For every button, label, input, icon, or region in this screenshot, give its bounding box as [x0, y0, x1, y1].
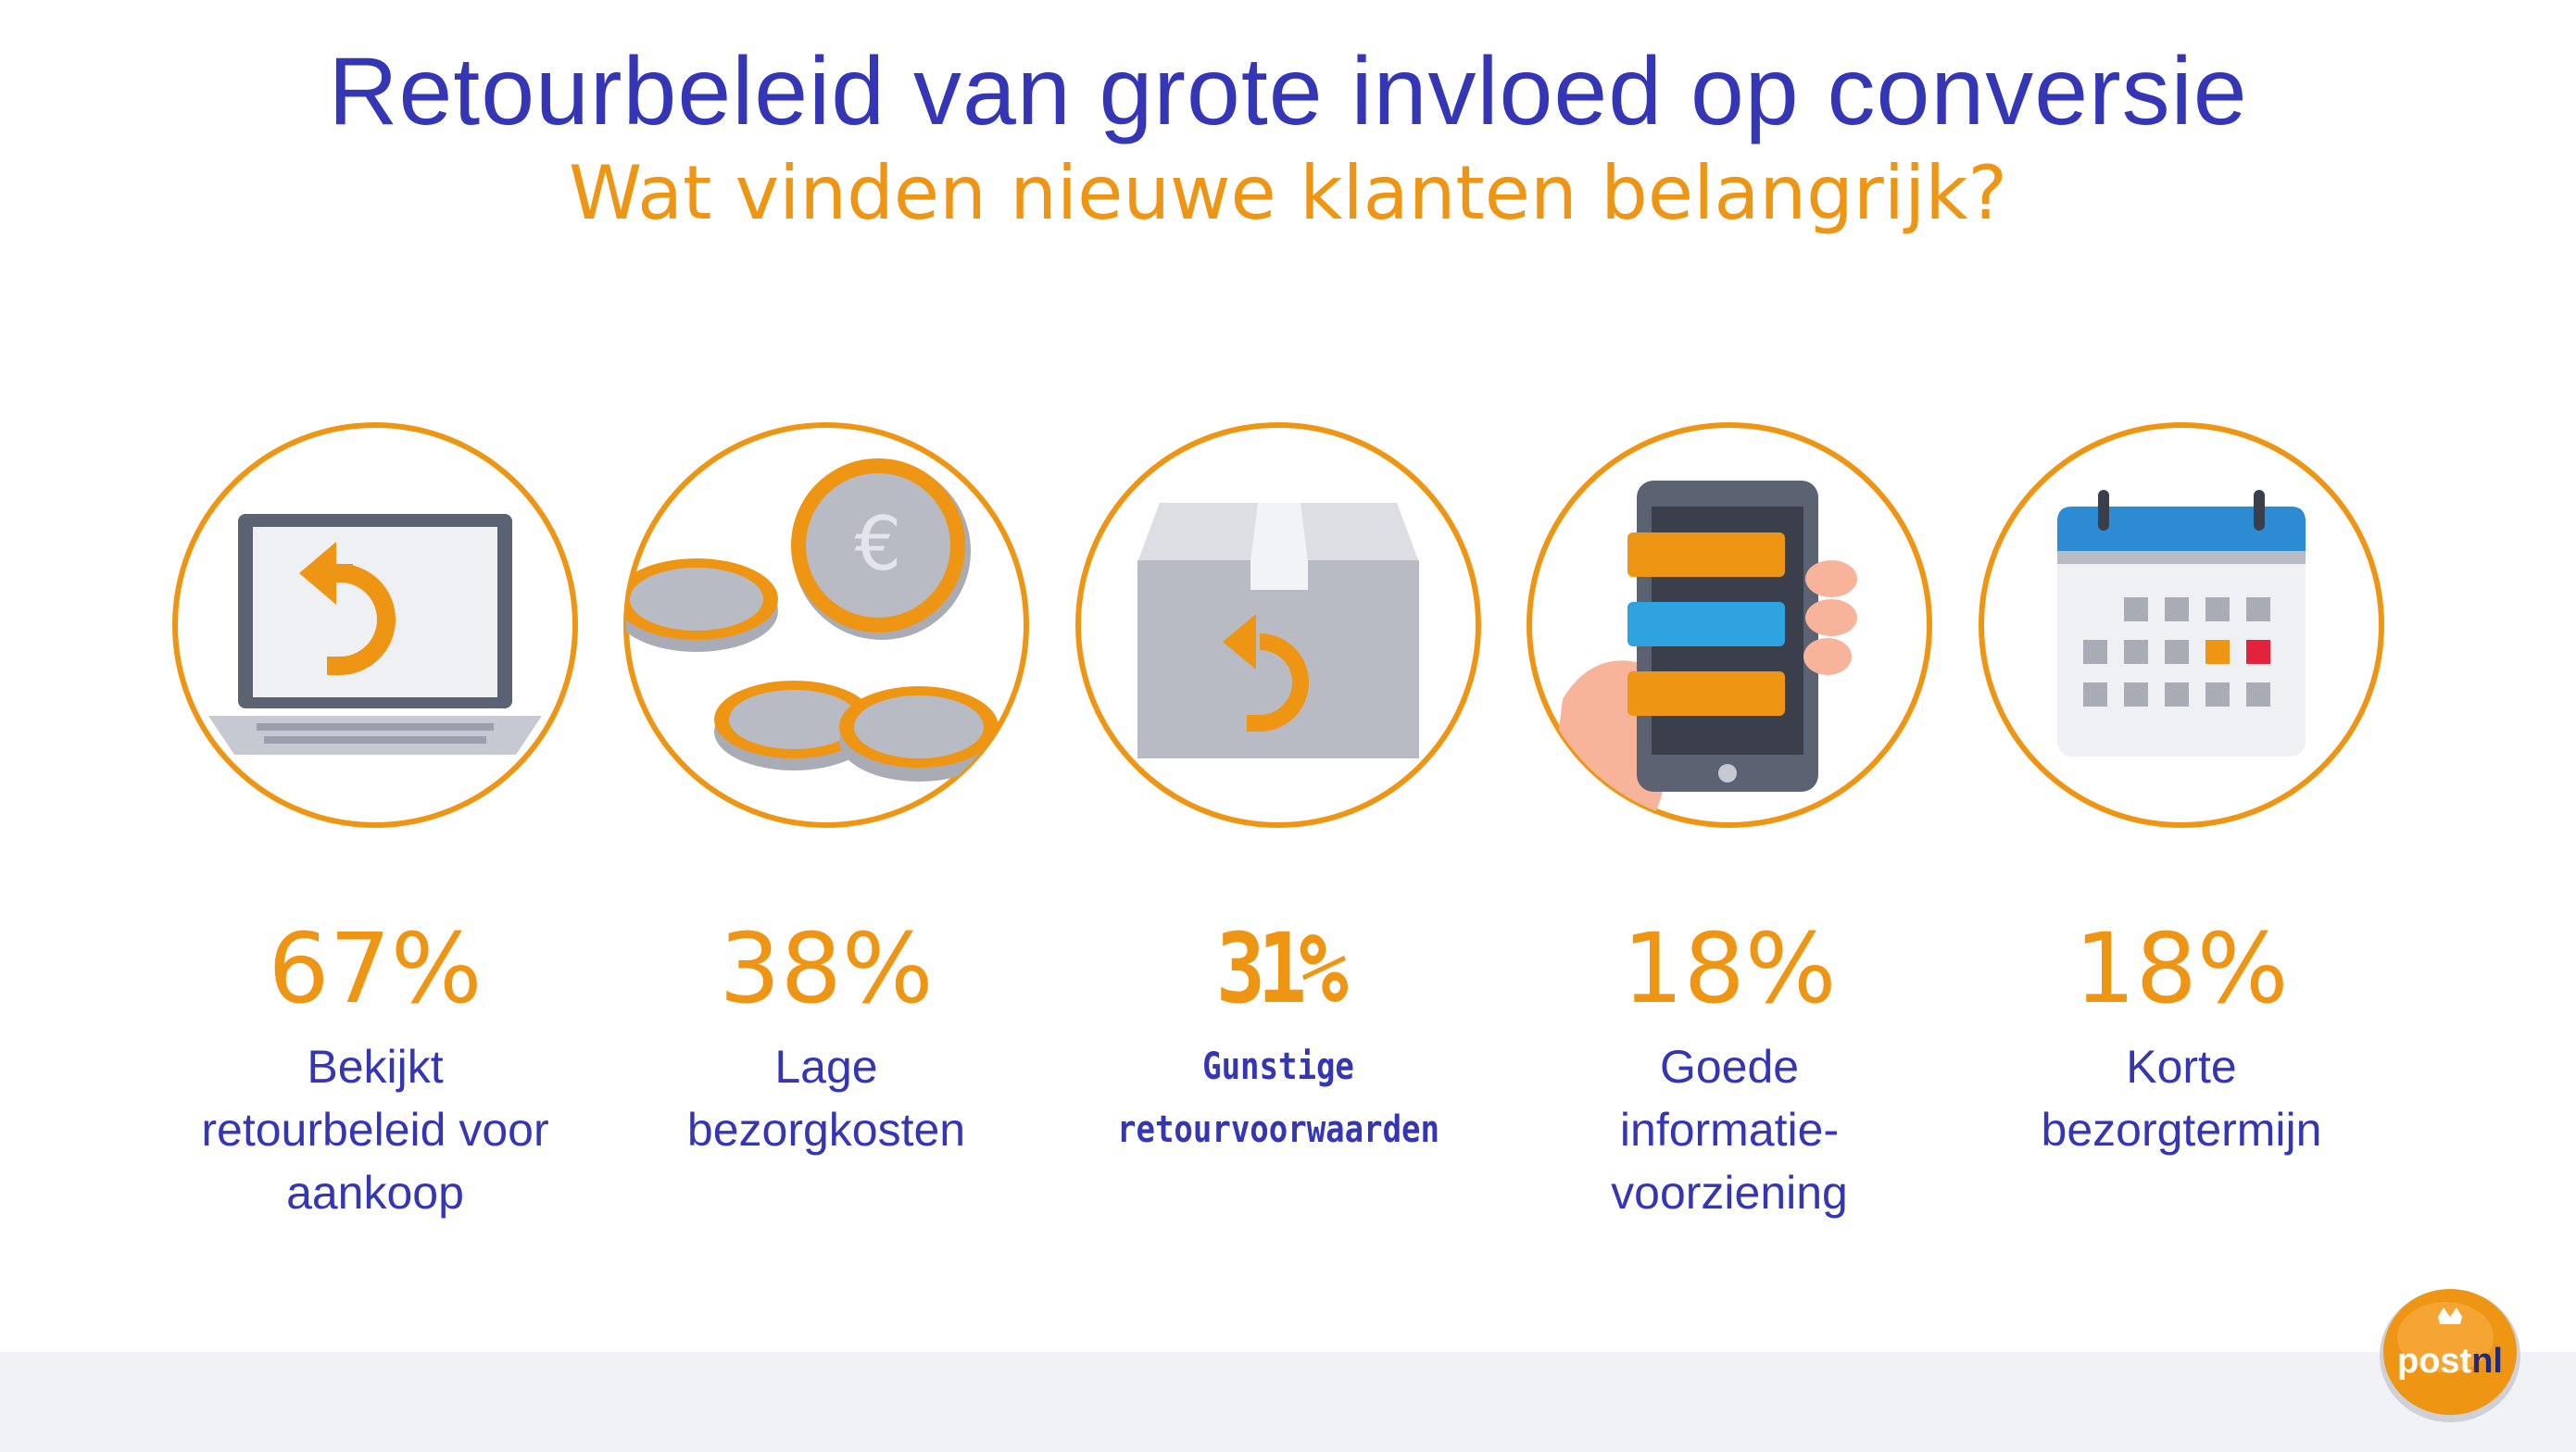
svg-text:postnl: postnl — [2397, 1342, 2503, 1381]
crown-icon — [2438, 1308, 2462, 1324]
logo-text-nl: nl — [2471, 1342, 2503, 1381]
postnl-logo: postnl — [2380, 1289, 2520, 1422]
logo-text-post: post — [2397, 1342, 2472, 1381]
stat-value-1: 67% — [268, 912, 483, 1025]
stat-label-1: Bekijkt retourbeleid voor aankoop — [144, 1035, 607, 1224]
stat-label-line: informatie- — [1619, 1104, 1840, 1156]
stat-label-line: retourvoorwaarden — [1117, 1108, 1439, 1151]
stat-label-4: Goede informatie- voorziening — [1498, 1035, 1961, 1224]
calendar-icon — [1979, 422, 2384, 828]
stat-value-5: 18% — [2074, 912, 2289, 1025]
smartphone-messages-icon — [1527, 422, 1932, 828]
page-title: Retourbeleid van grote invloed op conver… — [328, 38, 2248, 145]
stat-label-5: Korte bezorgtermijn — [1950, 1035, 2413, 1161]
footer-bar — [0, 1352, 2576, 1452]
stat-label-3: Gunstige retourvoorwaarden — [1082, 1035, 1476, 1161]
stat-value-4: 18% — [1622, 912, 1837, 1025]
euro-coins-icon: € — [623, 422, 1029, 828]
stat-label-line: bezorgtermijn — [2041, 1104, 2322, 1156]
stat-label-line: bezorgkosten — [686, 1104, 966, 1156]
stat-label-line: retourbeleid voor — [201, 1104, 549, 1156]
stat-label-line: Bekijkt — [307, 1041, 444, 1093]
stat-label-line: Korte — [2126, 1041, 2237, 1093]
page-subtitle: Wat vinden nieuwe klanten belangrijk? — [568, 150, 2007, 236]
stat-label-line: aankoop — [286, 1167, 464, 1219]
stat-label-line: Goede — [1659, 1041, 1800, 1093]
stat-value-2: 38% — [719, 912, 934, 1025]
stat-label-line: Lage — [774, 1041, 878, 1093]
box-return-icon — [1075, 422, 1481, 828]
stat-label-line: Gunstige — [1202, 1045, 1354, 1088]
icons-row: € — [0, 421, 2576, 847]
svg-text:€: € — [855, 501, 902, 587]
laptop-return-icon — [172, 422, 578, 828]
stat-value-3: 31% — [1215, 912, 1349, 1025]
stat-label-2: Lage bezorgkosten — [595, 1035, 1058, 1161]
stat-label-line: voorziening — [1611, 1167, 1848, 1219]
